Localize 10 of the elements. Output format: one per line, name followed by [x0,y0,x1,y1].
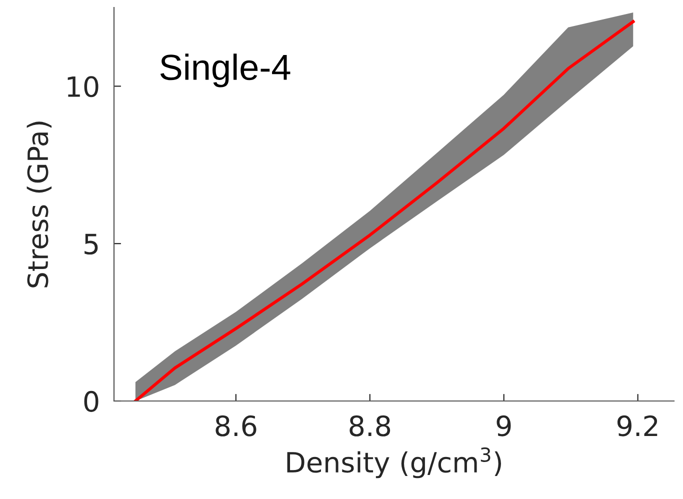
x-tick-label: 9.2 [617,415,658,436]
x-tick-label: 8.8 [350,415,390,436]
y-axis-title: Stress (GPa) [26,122,52,288]
annotation: Single-4 [160,54,290,88]
x-axis-title: Density (g/cm$^{3}$) [287,447,501,478]
y-tick-label: 0 [84,390,98,412]
x-tick-label: 9 [496,415,511,436]
y-tick-label: 10 [68,76,98,98]
y-tick-label: 5 [84,234,98,255]
x-tick-label: 8.6 [216,415,256,436]
